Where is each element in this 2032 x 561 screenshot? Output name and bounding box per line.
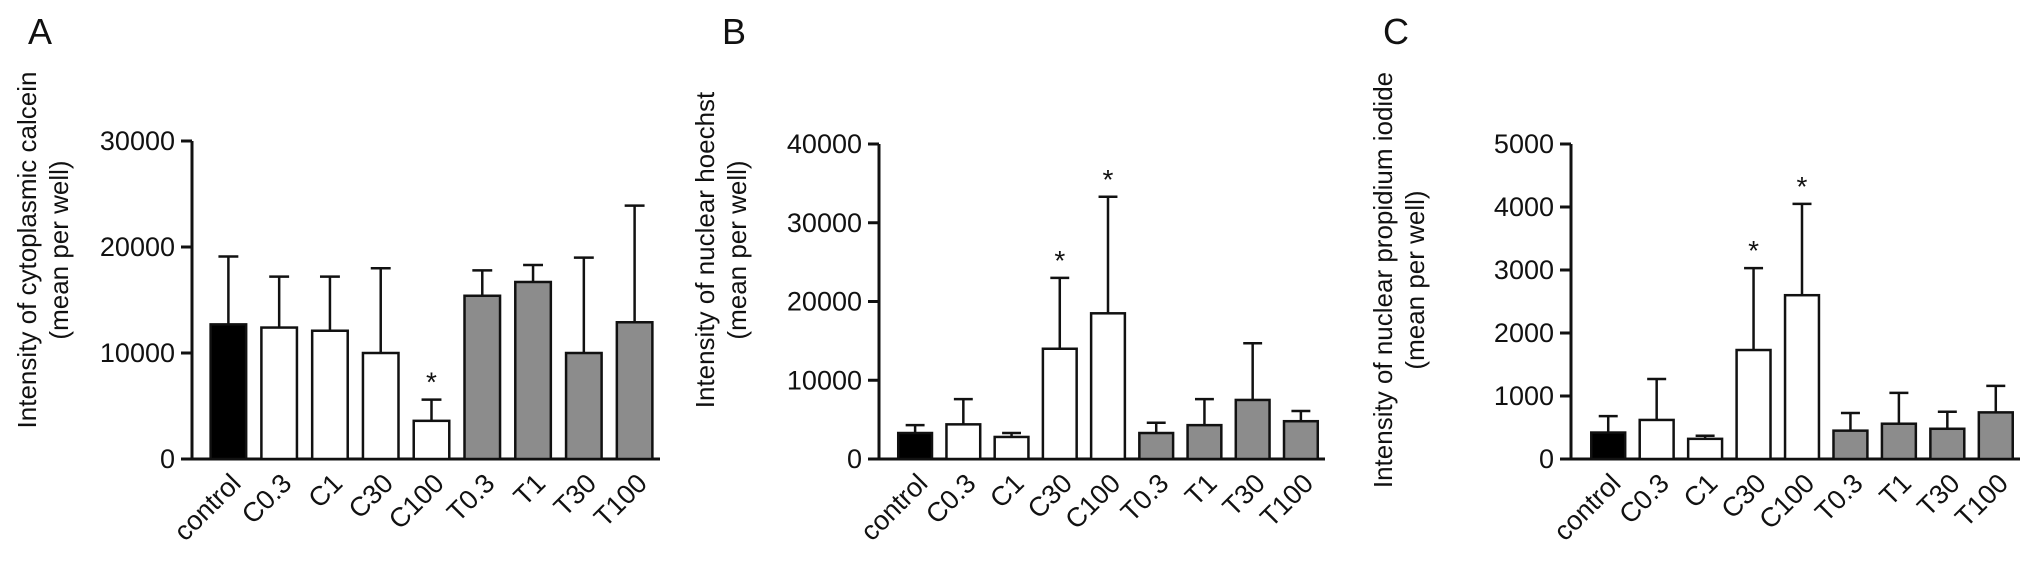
ylabel-a-line2: (mean per well)	[44, 160, 74, 339]
bar-c	[1735, 348, 1772, 461]
ylabel-c-line1: Intensity of nuclear propidium iodide	[1368, 72, 1398, 488]
y-tick-label-b: 20000	[787, 287, 862, 317]
bar-b	[945, 423, 982, 461]
ylabel-c-line2: (mean per well)	[1400, 190, 1430, 369]
bar-b	[1089, 312, 1127, 461]
x-tick-label-c: T100	[1949, 468, 2014, 533]
bar-c	[1638, 418, 1675, 461]
significance-mark-a: *	[426, 367, 437, 398]
significance-mark-b: *	[1054, 245, 1065, 276]
bar-c	[1832, 429, 1869, 461]
bar-c	[1977, 411, 2014, 461]
bar-b	[1234, 398, 1271, 461]
y-tick-label-c: 2000	[1494, 318, 1554, 348]
x-tick-label-b: C1	[984, 468, 1030, 514]
panel-b: B Intensity of nuclear hoechst (mean per…	[690, 11, 1325, 547]
bar-a	[564, 351, 603, 461]
x-tick-label-a: C1	[303, 468, 349, 514]
x-tick-label-a: T100	[588, 468, 653, 533]
x-tick-label-b: C0.3	[920, 468, 982, 530]
y-tick-label-b: 30000	[787, 208, 862, 238]
bar-a	[310, 329, 349, 461]
x-tick-label-c: C1	[1678, 468, 1724, 514]
bar-a	[463, 294, 502, 461]
ylabel-b-line1: Intensity of nuclear hoechst	[690, 91, 720, 408]
y-tick-label-b: 0	[847, 444, 862, 474]
bar-b	[1041, 347, 1078, 461]
y-tick-label-a: 20000	[100, 232, 175, 262]
x-tick-label-a: control	[168, 468, 247, 547]
bar-b	[993, 435, 1030, 461]
x-tick-label-b: C100	[1059, 468, 1126, 535]
x-tick-label-a: T1	[508, 468, 551, 511]
bar-b	[1282, 419, 1320, 461]
bar-a	[209, 323, 248, 461]
x-tick-label-a: T0.3	[441, 468, 500, 527]
y-tick-label-a: 10000	[100, 338, 175, 368]
significance-mark-c: *	[1748, 235, 1759, 266]
bar-b	[896, 431, 934, 461]
ylabel-b-line2: (mean per well)	[722, 160, 752, 339]
bar-c	[1783, 293, 1821, 461]
bar-b	[1186, 423, 1223, 461]
bar-a	[260, 326, 299, 461]
x-tick-label-c: T1	[1874, 468, 1917, 511]
y-tick-label-b: 40000	[787, 129, 862, 159]
bar-c	[1929, 427, 1966, 461]
bar-b	[1138, 431, 1175, 461]
bar-c	[1590, 431, 1627, 461]
x-tick-label-c: C0.3	[1613, 468, 1675, 530]
ylabel-a-line1: Intensity of cytoplasmic calcein	[12, 72, 42, 429]
y-tick-label-c: 5000	[1494, 129, 1554, 159]
y-tick-label-b: 10000	[787, 365, 862, 395]
bar-c	[1686, 437, 1724, 461]
panel-label-b: B	[722, 11, 746, 52]
y-tick-label-c: 0	[1539, 444, 1554, 474]
significance-mark-c: *	[1797, 171, 1808, 202]
y-tick-label-c: 1000	[1494, 381, 1554, 411]
x-tick-label-a: C0.3	[236, 468, 298, 530]
x-tick-label-a: C100	[383, 468, 450, 535]
y-tick-label-c: 3000	[1494, 255, 1554, 285]
x-tick-label-b: T0.3	[1115, 468, 1174, 527]
y-tick-label-c: 4000	[1494, 192, 1554, 222]
bar-a	[615, 321, 654, 461]
bar-a	[412, 419, 451, 461]
x-tick-label-c: C100	[1753, 468, 1820, 535]
x-tick-label-b: T1	[1179, 468, 1222, 511]
panel-c: C Intensity of nuclear propidium iodide …	[1368, 11, 2020, 547]
y-tick-label-a: 30000	[100, 126, 175, 156]
panel-label-c: C	[1383, 11, 1409, 52]
bar-a	[361, 351, 400, 461]
bar-a	[514, 280, 553, 461]
bar-c	[1880, 422, 1918, 461]
panel-label-a: A	[28, 11, 52, 52]
y-tick-label-a: 0	[160, 444, 175, 474]
significance-mark-b: *	[1103, 164, 1114, 195]
x-tick-label-b: T100	[1254, 468, 1319, 533]
x-tick-label-c: T0.3	[1809, 468, 1868, 527]
panel-a: A Intensity of cytoplasmic calcein (mean…	[12, 11, 660, 547]
